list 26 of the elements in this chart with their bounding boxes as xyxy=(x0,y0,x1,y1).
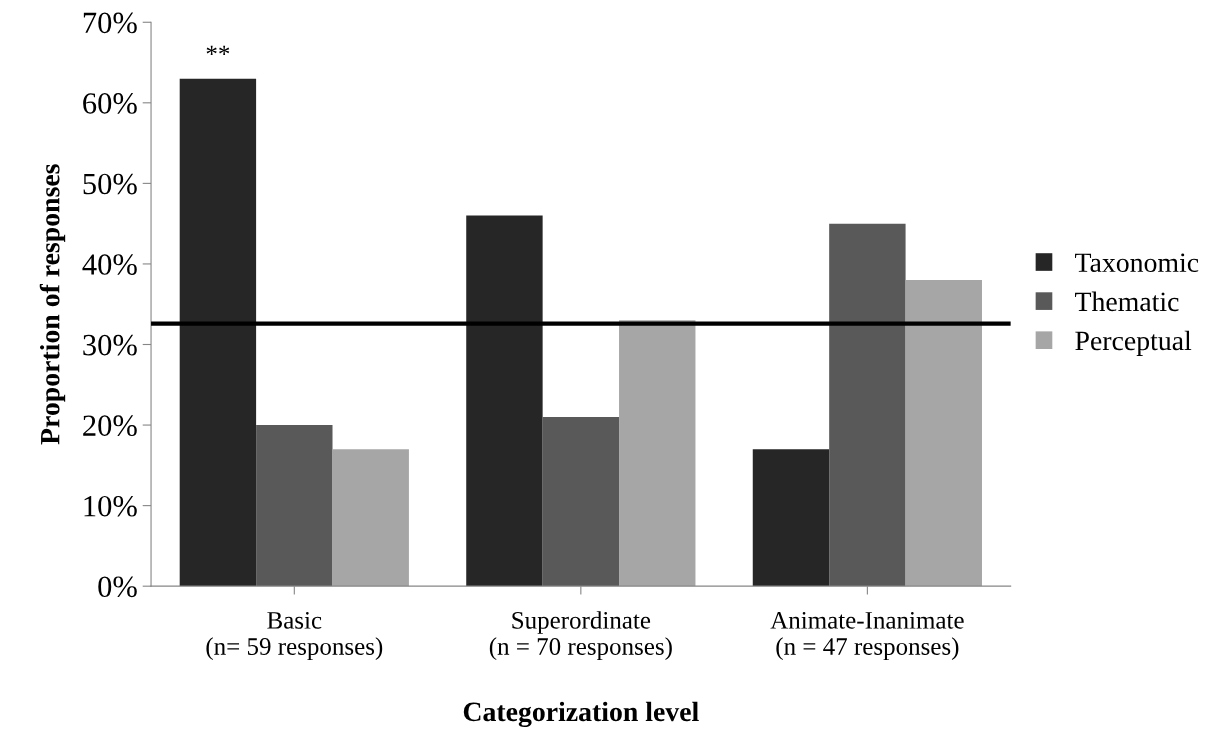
bar xyxy=(542,417,620,587)
y-tick-label: 10% xyxy=(84,495,137,517)
x-tick-label: Superordinate (n = 70 responses) xyxy=(489,611,672,660)
legend-label: Thematic xyxy=(1075,291,1179,312)
bar xyxy=(905,280,982,587)
bar xyxy=(752,449,830,587)
bar xyxy=(332,449,409,587)
y-tick-label: 30% xyxy=(83,334,137,356)
annotation: ** xyxy=(206,45,230,56)
y-tick-label: 0% xyxy=(98,576,137,598)
legend-label: Taxonomic xyxy=(1075,253,1199,273)
y-tick-label: 20% xyxy=(83,415,137,437)
bar xyxy=(619,320,696,587)
legend-label: Perceptual xyxy=(1075,330,1192,356)
bar xyxy=(256,425,333,587)
bar xyxy=(466,215,543,587)
x-tick-label: Basic (n= 59 responses) xyxy=(206,611,383,660)
y-tick-label: 50% xyxy=(83,173,137,195)
bar xyxy=(829,223,906,587)
x-axis-title: Categorization level xyxy=(463,701,699,728)
bar xyxy=(179,78,257,587)
y-tick-label: 70% xyxy=(83,12,137,34)
y-tick-label: 60% xyxy=(83,93,137,114)
x-tick-label: Animate-Inanimate (n = 47 responses) xyxy=(770,611,964,660)
y-tick-label: 40% xyxy=(82,254,137,275)
y-axis-title: Proportion of responses xyxy=(39,164,66,445)
